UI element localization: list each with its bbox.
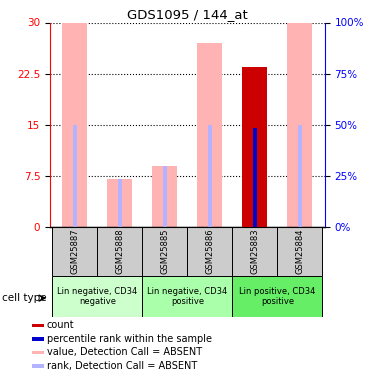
Text: GSM25883: GSM25883 [250,228,259,274]
Bar [73,124,77,227]
Text: rank, Detection Call = ABSENT: rank, Detection Call = ABSENT [46,361,197,371]
Bar [232,227,278,276]
Bar [243,67,267,227]
Bar [97,227,142,276]
Bar [278,227,322,276]
Bar [253,128,257,227]
Bar [288,22,312,227]
Text: GSM25884: GSM25884 [295,228,304,274]
Bar [32,364,45,368]
Text: percentile rank within the sample: percentile rank within the sample [46,334,211,344]
Bar [208,124,212,227]
Title: GDS1095 / 144_at: GDS1095 / 144_at [127,8,248,21]
Bar [232,276,322,317]
Text: Lin negative, CD34
positive: Lin negative, CD34 positive [147,286,227,306]
Bar [152,166,177,227]
Bar [142,227,187,276]
Bar [52,276,142,317]
Text: value, Detection Call = ABSENT: value, Detection Call = ABSENT [46,348,202,357]
Text: GSM25888: GSM25888 [115,228,124,274]
Bar [32,337,45,340]
Bar [32,324,45,327]
Bar [162,166,167,227]
Text: Lin negative, CD34
negative: Lin negative, CD34 negative [57,286,138,306]
Bar [32,351,45,354]
Bar [197,43,222,227]
Bar [187,227,232,276]
Text: cell type: cell type [2,293,46,303]
Bar [118,179,122,227]
Bar [108,179,132,227]
Bar [52,227,97,276]
Bar [142,276,232,317]
Text: GSM25886: GSM25886 [206,228,214,274]
Text: count: count [46,320,74,330]
Text: GSM25887: GSM25887 [70,228,79,274]
Bar [243,67,267,227]
Text: GSM25885: GSM25885 [160,228,169,274]
Text: Lin positive, CD34
positive: Lin positive, CD34 positive [239,286,316,306]
Bar [253,128,257,227]
Bar [62,22,87,227]
Bar [298,124,302,227]
